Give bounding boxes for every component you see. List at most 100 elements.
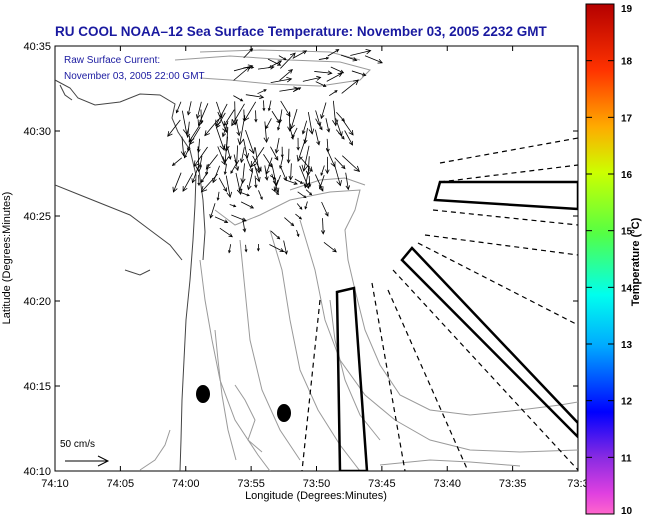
current-vector (334, 164, 341, 186)
current-vector-head (303, 195, 307, 199)
surface-current-vectors (167, 48, 383, 255)
current-vector (326, 138, 329, 152)
current-vector (243, 138, 248, 158)
current-vector (271, 188, 279, 195)
current-vector (315, 129, 320, 145)
current-vector (280, 100, 291, 117)
current-vector-head (197, 119, 204, 127)
current-vector-head (335, 49, 340, 53)
current-vector-head (327, 70, 333, 76)
current-vector-head (265, 169, 270, 175)
current-vector (302, 77, 321, 82)
current-vector-head (172, 186, 178, 193)
current-vector-head (246, 193, 250, 197)
current-vector-head (222, 126, 228, 133)
current-vector-head (233, 204, 237, 208)
current-vector-head (319, 186, 324, 192)
current-vector (320, 165, 325, 176)
current-vector (187, 101, 192, 115)
current-vector-head (283, 57, 287, 61)
current-vector-head (197, 182, 201, 187)
y-tick-label: 40:15 (23, 381, 51, 393)
y-tick-label: 40:20 (23, 296, 51, 308)
colorbar-tick-label: 16 (621, 170, 633, 181)
current-vector-head (248, 147, 255, 155)
current-vector (257, 66, 274, 70)
current-vector (314, 71, 332, 74)
colorbar-tick-label: 14 (621, 283, 633, 294)
current-vector-head (216, 197, 220, 201)
current-vector-head (302, 50, 308, 55)
current-vector-head (320, 230, 326, 235)
current-vector (192, 166, 199, 183)
current-vector-head (222, 156, 229, 164)
x-tick-label: 73:40 (433, 478, 461, 490)
current-vector (236, 145, 239, 165)
current-vector-head (279, 248, 285, 253)
current-vector (257, 89, 267, 95)
current-vector (245, 244, 247, 252)
current-vector-head (265, 125, 269, 130)
current-vector-head (244, 249, 248, 253)
current-vector-head (255, 166, 262, 174)
current-vector-head (254, 118, 258, 123)
current-vector (226, 146, 231, 160)
current-vector-head (242, 228, 247, 233)
current-vector-head (250, 160, 257, 168)
current-vector (270, 78, 292, 84)
current-vector-head (244, 153, 250, 159)
colorbar-tick-label: 19 (621, 4, 633, 15)
current-vector (296, 229, 300, 237)
current-vector (278, 55, 287, 61)
y-tick-label: 40:25 (23, 211, 51, 223)
current-vector (302, 120, 308, 134)
current-vector-head (309, 192, 313, 196)
current-vector (187, 121, 190, 138)
current-vector (167, 119, 181, 137)
plot-frame (54, 45, 579, 472)
x-axis-ticks: 74:10 74:05 74:00 73:55 73:50 73:45 73:40 73:35… (41, 46, 589, 490)
current-vector (217, 191, 220, 201)
current-vector-head (324, 212, 329, 217)
current-vector (335, 129, 345, 140)
current-vector (233, 66, 250, 81)
current-vector-head (273, 176, 277, 180)
current-vector (198, 103, 209, 126)
x-tick-label: 74:00 (172, 478, 200, 490)
current-vector-head (255, 176, 261, 183)
current-vector-head (200, 185, 208, 193)
current-vector (188, 121, 203, 142)
current-vector (181, 136, 185, 156)
current-vector-head (223, 120, 229, 127)
current-vector (233, 154, 239, 171)
colorbar-ticks: 19 18 17 16 15 14 13 12 11 10 (586, 3, 633, 517)
current-vector-head (239, 98, 244, 102)
current-vector-head (193, 160, 200, 167)
current-vector (290, 108, 298, 129)
x-tick-label: 73:3 (567, 478, 588, 490)
current-vector (279, 69, 293, 81)
current-vector (322, 218, 324, 234)
current-vector (303, 145, 310, 172)
current-vector-head (237, 138, 244, 146)
current-vector (239, 119, 245, 145)
current-vector (304, 127, 308, 144)
current-vector (173, 172, 182, 193)
current-vector-head (365, 48, 372, 55)
current-vector-head (345, 185, 351, 191)
current-vector-head (319, 126, 323, 131)
buoy-marker-west (196, 385, 210, 403)
current-vector (292, 50, 307, 59)
current-vector-head (243, 115, 250, 122)
current-vector (218, 177, 227, 192)
current-vector (271, 110, 280, 124)
current-vector-head (186, 111, 191, 116)
current-vector (292, 87, 301, 93)
colorbar-title: Temperature (°C) (630, 217, 642, 307)
current-vector (230, 163, 237, 174)
current-vector-head (228, 233, 233, 238)
current-vector-head (276, 191, 280, 196)
current-legend-label: Raw Surface Current: (64, 55, 161, 66)
current-vector (224, 163, 227, 175)
